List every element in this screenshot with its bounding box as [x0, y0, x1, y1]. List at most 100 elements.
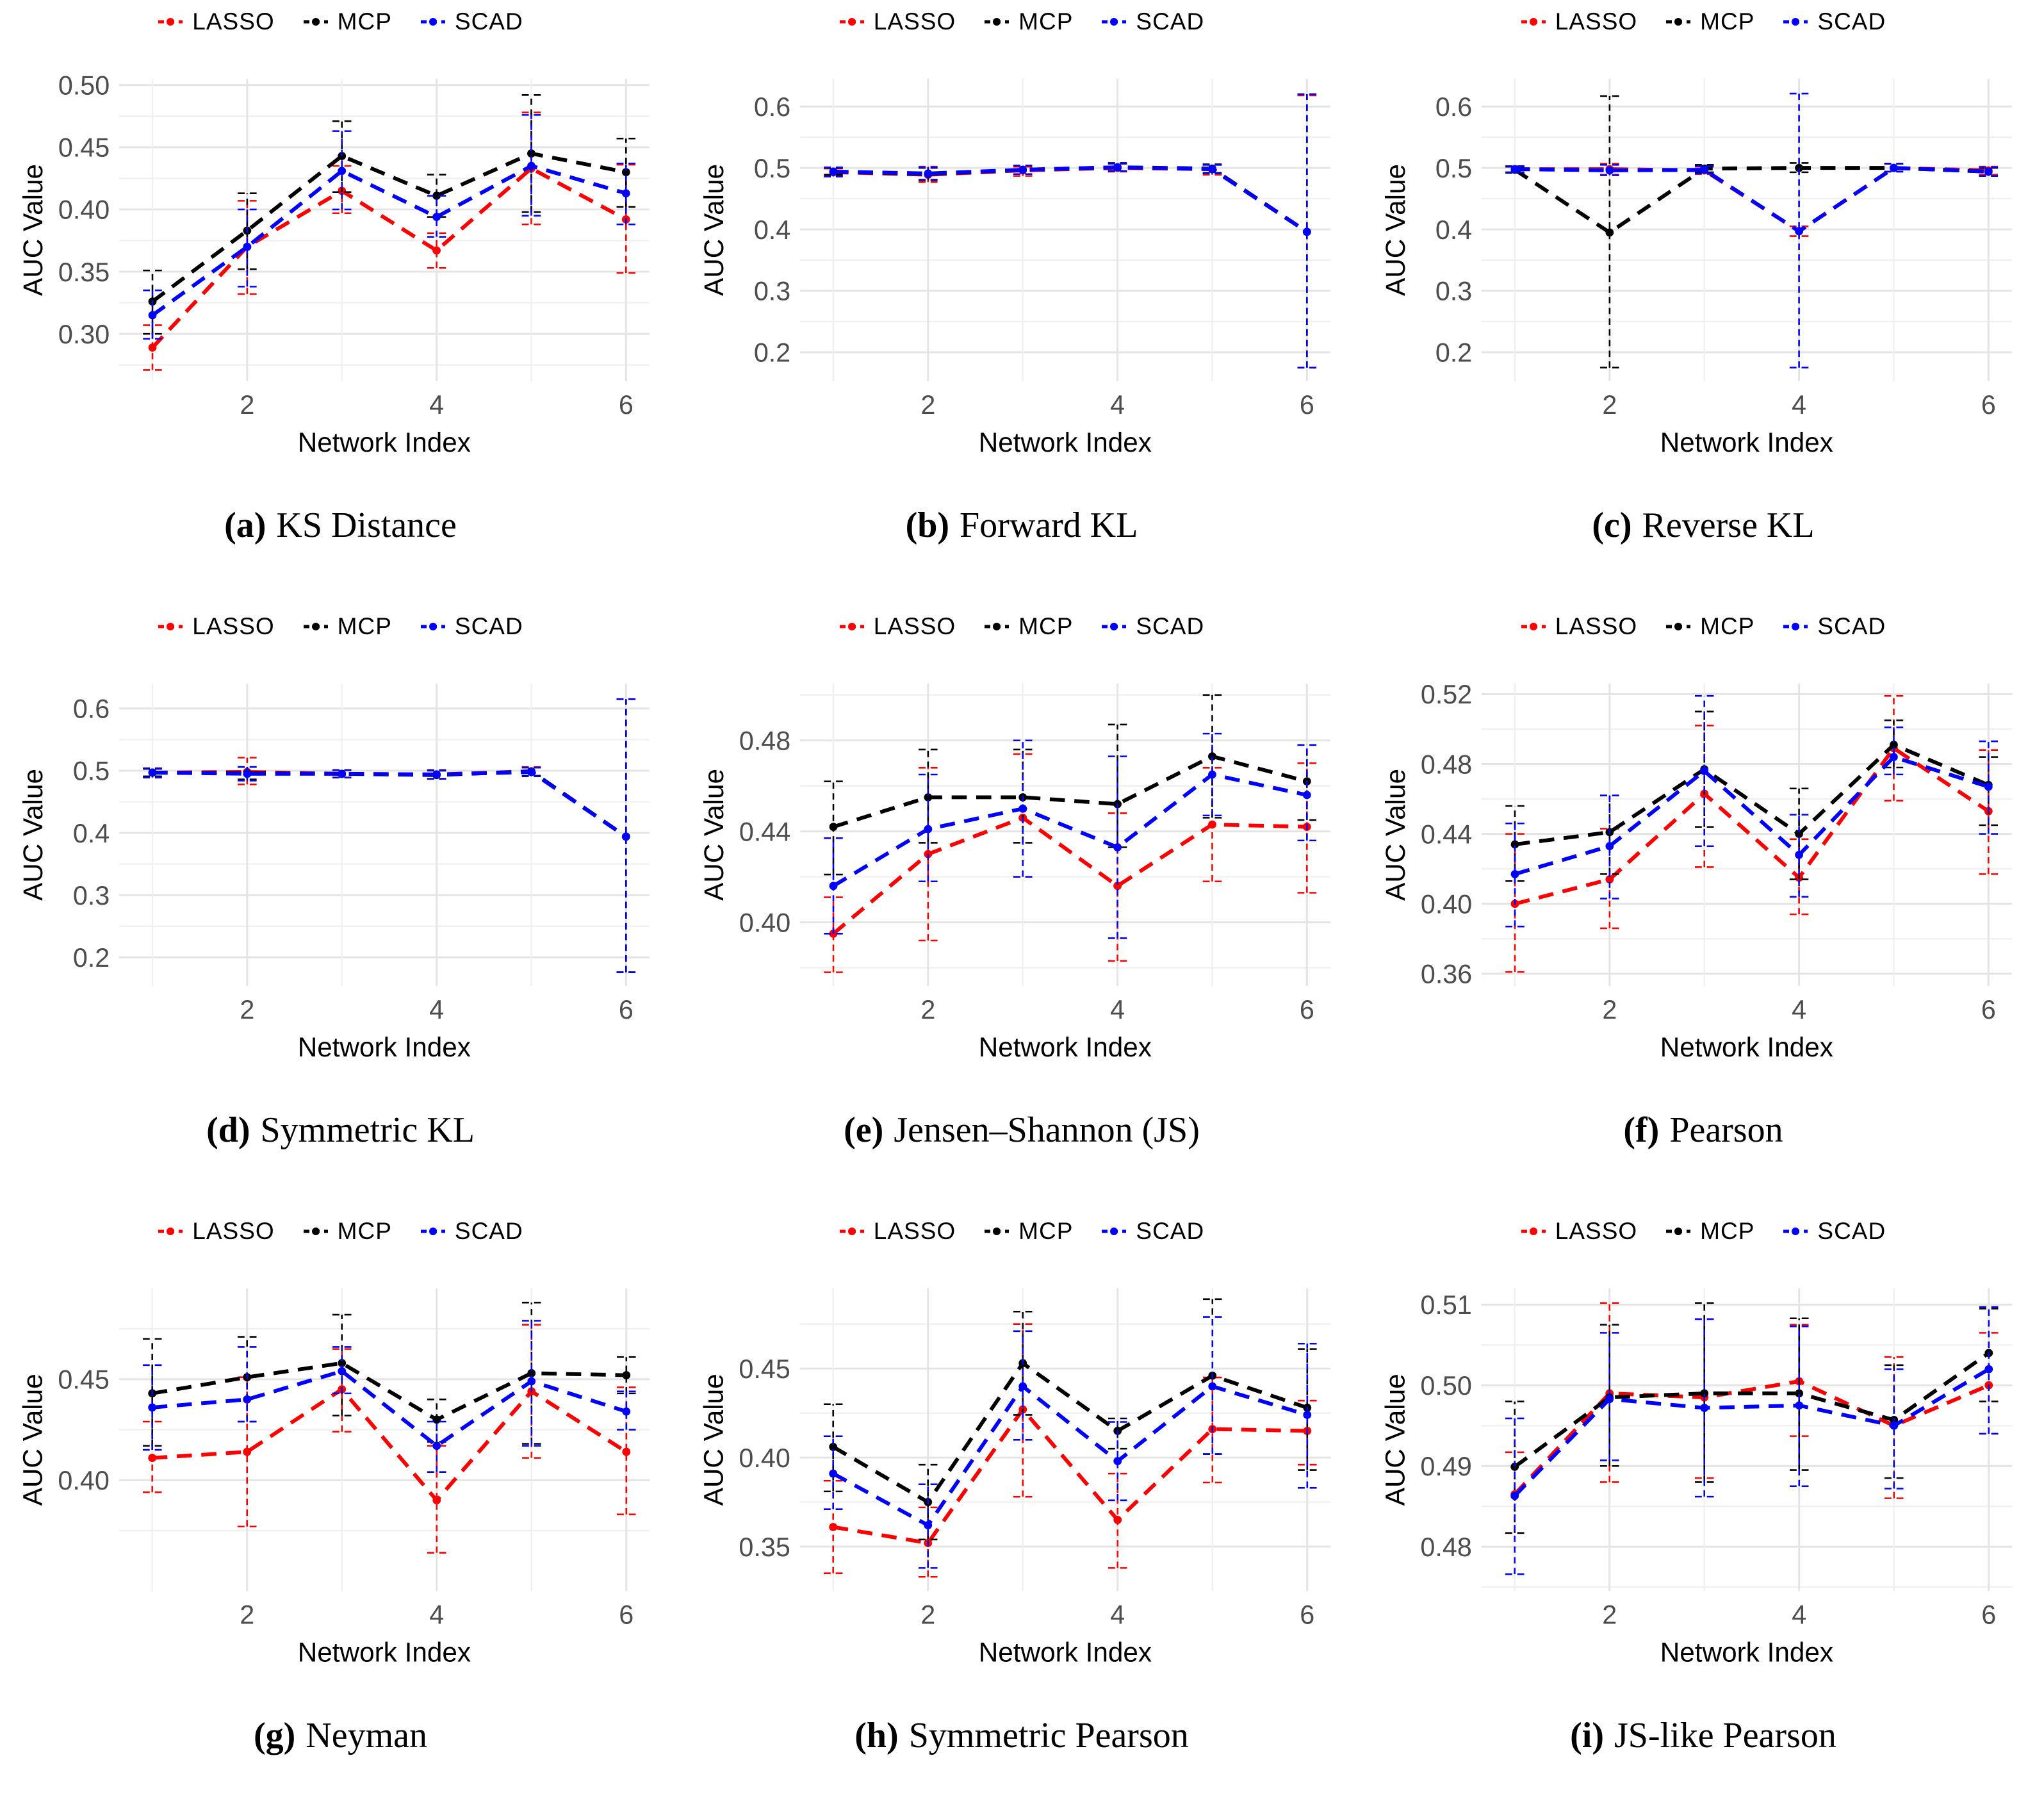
svg-text:6: 6 [1981, 390, 1996, 420]
svg-text:2: 2 [1602, 1600, 1617, 1630]
chart-canvas-a: 0.30 0.35 0.40 0.45 0.50 2 4 6 AUC Value Network … [18, 70, 650, 457]
chart-canvas-g: 0.40 0.45 2 4 6 AUC Value Network Index [18, 1288, 650, 1668]
chart-legend: LASSO MCP SCAD [681, 0, 1362, 44]
caption-g: (g) Neyman [0, 1705, 681, 1815]
caption-e: (e) Jensen–Shannon (JS) [681, 1099, 1362, 1210]
svg-text:0.6: 0.6 [73, 694, 110, 723]
legend-key-mcp-icon [985, 18, 1010, 26]
caption-title: JS-like Pearson [1614, 1715, 1836, 1755]
legend-key-mcp-icon [985, 1228, 1010, 1236]
caption-a: (a) KS Distance [0, 495, 681, 605]
legend-key-lasso-icon [1521, 623, 1546, 631]
chart-canvas-i: 0.48 0.49 0.50 0.51 2 4 6 AUC Value Network Inde… [1380, 1288, 2013, 1668]
caption-letter: (i) [1570, 1715, 1604, 1755]
svg-text:2: 2 [240, 1600, 254, 1630]
svg-text:0.2: 0.2 [1435, 338, 1472, 367]
caption-title: Symmetric KL [260, 1110, 475, 1150]
svg-text:0.30: 0.30 [58, 320, 110, 349]
caption-title: Forward KL [960, 505, 1138, 545]
svg-text:0.45: 0.45 [58, 133, 110, 162]
chart-canvas-c: 0.2 0.3 0.4 0.5 0.6 2 4 6 AUC Value Network Index [1380, 78, 2012, 457]
legend-key-scad-icon [1102, 1228, 1127, 1236]
legend-item-mcp: MCP [984, 8, 1073, 35]
svg-text:2: 2 [1602, 995, 1617, 1024]
svg-text:4: 4 [429, 390, 444, 420]
legend-key-lasso-icon [1521, 18, 1546, 26]
svg-text:0.35: 0.35 [58, 258, 110, 287]
legend-label-lasso: LASSO [192, 613, 275, 640]
subplot-f: LASSO MCP SCAD 0.36 0.40 0.44 0.48 0.52 2 4 6 AU… [1362, 605, 2044, 1210]
legend-key-lasso-icon [1521, 1228, 1546, 1236]
svg-text:Network Index: Network Index [979, 1032, 1152, 1062]
svg-text:6: 6 [619, 390, 634, 420]
caption-letter: (d) [206, 1110, 250, 1150]
chart-legend: LASSO MCP SCAD [1362, 1210, 2044, 1254]
legend-item-scad: SCAD [420, 8, 523, 35]
svg-text:6: 6 [1300, 1600, 1314, 1630]
legend-label-lasso: LASSO [1555, 613, 1638, 640]
subplot-h: LASSO MCP SCAD 0.35 0.40 0.45 2 4 6 AUC Value N… [681, 1210, 1362, 1815]
legend-item-scad: SCAD [1101, 1218, 1204, 1245]
legend-key-lasso-icon [158, 18, 183, 26]
legend-label-lasso: LASSO [1555, 1218, 1638, 1245]
svg-text:Network Index: Network Index [298, 1638, 471, 1668]
svg-text:0.5: 0.5 [73, 757, 110, 786]
caption-letter: (b) [905, 505, 950, 545]
legend-item-lasso: LASSO [1521, 1218, 1637, 1245]
legend-label-lasso: LASSO [1555, 8, 1638, 35]
svg-text:4: 4 [1110, 390, 1125, 420]
legend-label-scad: SCAD [1136, 8, 1205, 35]
caption-h: (h) Symmetric Pearson [681, 1705, 1362, 1815]
svg-text:0.4: 0.4 [73, 819, 110, 848]
svg-text:6: 6 [1981, 995, 1996, 1024]
legend-key-lasso-icon [839, 1228, 864, 1236]
legend-key-mcp-icon [303, 1228, 328, 1236]
legend-label-lasso: LASSO [873, 613, 956, 640]
svg-text:Network Index: Network Index [1660, 427, 1833, 457]
svg-text:0.3: 0.3 [754, 277, 790, 306]
caption-letter: (h) [854, 1715, 899, 1755]
legend-label-mcp: MCP [1018, 613, 1074, 640]
legend-key-mcp-icon [303, 623, 328, 631]
chart-canvas-h: 0.35 0.40 0.45 2 4 6 AUC Value Network Index [699, 1288, 1331, 1668]
legend-item-mcp: MCP [1665, 613, 1754, 640]
svg-text:AUC Value: AUC Value [699, 769, 729, 901]
legend-label-scad: SCAD [1136, 1218, 1205, 1245]
legend-label-lasso: LASSO [873, 1218, 956, 1245]
svg-text:6: 6 [619, 995, 634, 1024]
svg-text:6: 6 [1300, 390, 1314, 420]
legend-item-scad: SCAD [420, 613, 523, 640]
chart-legend: LASSO MCP SCAD [681, 1210, 1362, 1254]
svg-text:0.2: 0.2 [754, 338, 790, 367]
caption-letter: (f) [1623, 1110, 1660, 1150]
caption-title: Jensen–Shannon (JS) [894, 1110, 1200, 1150]
svg-text:Network Index: Network Index [979, 427, 1152, 457]
legend-label-scad: SCAD [454, 613, 523, 640]
legend-key-mcp-icon [1666, 623, 1691, 631]
subplot-g: LASSO MCP SCAD 0.40 0.45 2 4 6 AUC Value Netwo… [0, 1210, 681, 1815]
legend-key-scad-icon [1102, 623, 1127, 631]
legend-key-mcp-icon [1666, 18, 1691, 26]
legend-key-scad-icon [1783, 18, 1808, 26]
legend-item-mcp: MCP [303, 8, 392, 35]
svg-text:0.52: 0.52 [1421, 680, 1472, 709]
svg-text:Network Index: Network Index [1660, 1032, 1833, 1062]
svg-text:AUC Value: AUC Value [1380, 769, 1410, 901]
caption-title: Neyman [306, 1715, 427, 1755]
legend-item-lasso: LASSO [839, 1218, 956, 1245]
svg-text:AUC Value: AUC Value [18, 164, 48, 296]
svg-text:2: 2 [240, 390, 254, 420]
caption-b: (b) Forward KL [681, 495, 1362, 605]
caption-letter: (c) [1592, 505, 1632, 545]
legend-label-lasso: LASSO [873, 8, 956, 35]
chart-legend: LASSO MCP SCAD [0, 605, 681, 649]
svg-text:Network Index: Network Index [298, 427, 471, 457]
legend-label-mcp: MCP [337, 613, 392, 640]
legend-label-scad: SCAD [1136, 613, 1205, 640]
svg-text:0.40: 0.40 [1421, 889, 1472, 919]
svg-text:2: 2 [1602, 390, 1617, 420]
legend-label-scad: SCAD [1817, 1218, 1886, 1245]
chart-canvas-d: 0.2 0.3 0.4 0.5 0.6 2 4 6 AUC Value Network Index [18, 683, 650, 1062]
svg-text:6: 6 [1981, 1600, 1996, 1630]
